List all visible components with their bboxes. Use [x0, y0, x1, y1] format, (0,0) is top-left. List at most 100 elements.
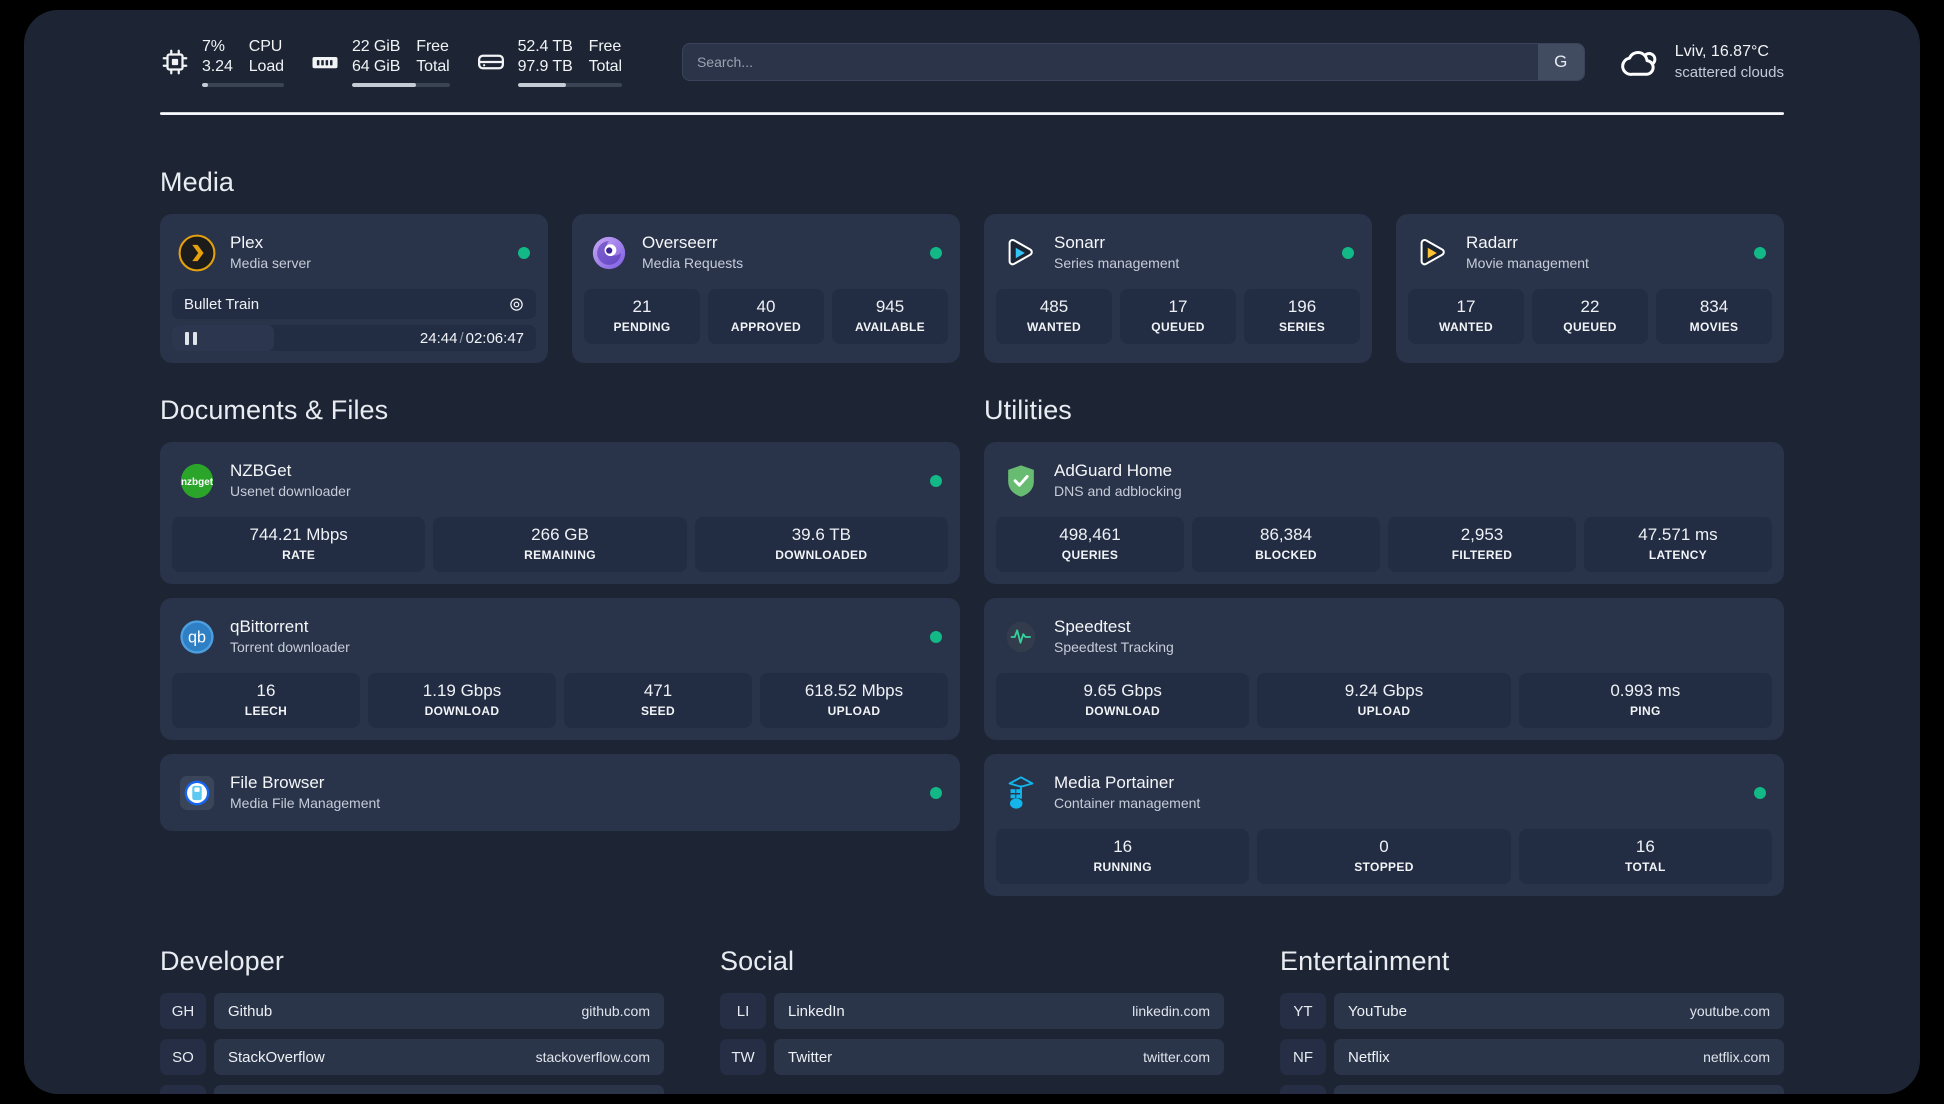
bookmark-link[interactable]: Twitter twitter.com [774, 1039, 1224, 1075]
search-engine-button[interactable]: G [1537, 44, 1584, 80]
adguard-shield-icon [1002, 462, 1040, 500]
service-card-adguard-home[interactable]: AdGuard Home DNS and adblocking 498,461 … [984, 442, 1784, 584]
gear-icon[interactable] [509, 297, 524, 312]
stat-value: 16 [256, 681, 276, 700]
now-playing-progress-bar[interactable]: 24:44/02:06:47 [172, 325, 536, 351]
card-name: NZBGet [230, 461, 292, 480]
stat-item: 485 WANTED [996, 289, 1112, 344]
card-titles: AdGuard Home DNS and adblocking [1054, 460, 1766, 501]
list-item[interactable]: DT DEV dev.to [160, 1085, 664, 1094]
service-card-qbittorrent[interactable]: qb qBittorrent Torrent downloader 16 LEE… [160, 598, 960, 740]
bookmark-url: youtube.com [1689, 1003, 1770, 1019]
card-description: Series management [1054, 255, 1180, 271]
card-description: Usenet downloader [230, 483, 351, 499]
bookmark-group-title: Developer [160, 946, 284, 976]
service-card-sonarr[interactable]: Sonarr Series management 485 WANTED 17 Q… [984, 214, 1372, 363]
service-card-file-browser[interactable]: File Browser Media File Management [160, 754, 960, 831]
list-item[interactable]: SO StackOverflow stackoverflow.com [160, 1039, 664, 1075]
card-name: AdGuard Home [1054, 461, 1173, 480]
stat-item: 47.571 ms LATENCY [1584, 517, 1772, 572]
card-description: Media File Management [230, 795, 381, 811]
stat-label: SEED [640, 704, 676, 718]
list-item[interactable]: YT YouTube youtube.com [1280, 993, 1784, 1029]
card-name: Speedtest [1054, 617, 1131, 636]
status-indicator-online [930, 474, 942, 487]
stat-label: REMAINING [524, 548, 596, 562]
stats-row: 16 RUNNING 0 STOPPED 16 TOTAL [996, 829, 1772, 884]
stats-row: 485 WANTED 17 QUEUED 196 SERIES [996, 289, 1360, 344]
bookmark-link[interactable]: Reddit reddit.com [1334, 1085, 1784, 1094]
stat-value: 0.993 ms [1610, 681, 1681, 700]
service-card-plex[interactable]: Plex Media server Bullet Train [160, 214, 548, 363]
memory-label-top: Free [416, 38, 449, 55]
stat-item: 86,384 BLOCKED [1192, 517, 1380, 572]
bookmark-badge: LI [720, 993, 766, 1029]
card-titles: File Browser Media File Management [230, 772, 916, 813]
bookmark-link[interactable]: Github github.com [214, 993, 664, 1029]
stat-label: UPLOAD [1357, 704, 1411, 718]
stat-item: 17 WANTED [1408, 289, 1524, 344]
status-indicator-online [1342, 246, 1354, 259]
card-header: Plex Media server [172, 226, 536, 279]
list-item[interactable]: LI LinkedIn linkedin.com [720, 993, 1224, 1029]
stat-label: TOTAL [1625, 860, 1666, 874]
bookmark-link[interactable]: StackOverflow stackoverflow.com [214, 1039, 664, 1075]
service-card-radarr[interactable]: Radarr Movie management 17 WANTED 22 QUE… [1396, 214, 1784, 363]
card-name: File Browser [230, 773, 325, 792]
search-input[interactable] [682, 44, 1538, 80]
list-item[interactable]: GH Github github.com [160, 993, 664, 1029]
status-indicator-online [518, 246, 530, 259]
documents-section-title: Documents & Files [160, 395, 389, 425]
stats-row: 21 PENDING 40 APPROVED 945 AVAILABLE [584, 289, 948, 344]
stat-item: 498,461 QUERIES [996, 517, 1184, 572]
bookmark-list: GH Github github.com SO StackOverflow st… [160, 993, 664, 1094]
bookmark-link[interactable]: DEV dev.to [214, 1085, 664, 1094]
card-description: Media Requests [642, 255, 744, 271]
disk-widget: 52.4 TB 97.9 TB Free Total [476, 37, 622, 87]
card-name: Plex [230, 233, 264, 252]
service-card-media-portainer[interactable]: Media Portainer Container management 16 … [984, 754, 1784, 896]
card-titles: Speedtest Speedtest Tracking [1054, 616, 1766, 657]
list-item[interactable]: RE Reddit reddit.com [1280, 1085, 1784, 1094]
bookmark-group-developer: Developer GH Github github.com SO StackO… [160, 946, 664, 1094]
disk-label-bottom: Total [588, 58, 622, 75]
bookmark-link[interactable]: YouTube youtube.com [1334, 993, 1784, 1029]
status-indicator-online [930, 246, 942, 259]
list-item[interactable]: NF Netflix netflix.com [1280, 1039, 1784, 1075]
radarr-icon [1414, 234, 1452, 272]
service-card-nzbget[interactable]: nzbget NZBGet Usenet downloader 744.21 M… [160, 442, 960, 584]
pause-icon[interactable] [185, 331, 197, 345]
card-titles: NZBGet Usenet downloader [230, 460, 916, 501]
card-description: Media server [230, 255, 311, 271]
portainer-icon [1002, 774, 1040, 812]
bookmark-link[interactable]: Netflix netflix.com [1334, 1039, 1784, 1075]
search-box[interactable]: G [681, 43, 1585, 81]
bookmark-link[interactable]: LinkedIn linkedin.com [774, 993, 1224, 1029]
card-name: Sonarr [1054, 233, 1106, 252]
list-item[interactable]: TW Twitter twitter.com [720, 1039, 1224, 1075]
disk-total: 97.9 TB [517, 58, 573, 75]
service-card-speedtest[interactable]: Speedtest Speedtest Tracking 9.65 Gbps D… [984, 598, 1784, 740]
ram-icon [310, 47, 340, 77]
card-header: File Browser Media File Management [172, 766, 948, 819]
bookmark-badge: SO [160, 1039, 206, 1075]
stat-label: RUNNING [1093, 860, 1152, 874]
stat-item: 40 APPROVED [708, 289, 824, 344]
stat-value: 39.6 TB [791, 525, 851, 544]
card-name: Overseerr [642, 233, 718, 252]
card-description: DNS and adblocking [1054, 483, 1182, 499]
bookmark-group-entertainment: Entertainment YT YouTube youtube.com NF … [1280, 946, 1784, 1094]
overseerr-icon [590, 234, 628, 272]
service-card-overseerr[interactable]: Overseerr Media Requests 21 PENDING 40 A… [572, 214, 960, 363]
weather-location-temp: Lviv, 16.87°C [1674, 43, 1769, 60]
header: 7% 3.24 CPU Load [160, 10, 1784, 106]
stat-item: 471 SEED [564, 673, 752, 728]
stat-item: 21 PENDING [584, 289, 700, 344]
bookmark-name: YouTube [1348, 1002, 1407, 1020]
utilities-section: Utilities AdGuard Home DNS and a [984, 395, 1784, 896]
card-titles: Overseerr Media Requests [642, 232, 916, 273]
stat-item: 2,953 FILTERED [1388, 517, 1576, 572]
card-name: Radarr [1466, 233, 1518, 252]
weather-condition: scattered clouds [1674, 64, 1784, 81]
time-separator: / [459, 329, 464, 347]
